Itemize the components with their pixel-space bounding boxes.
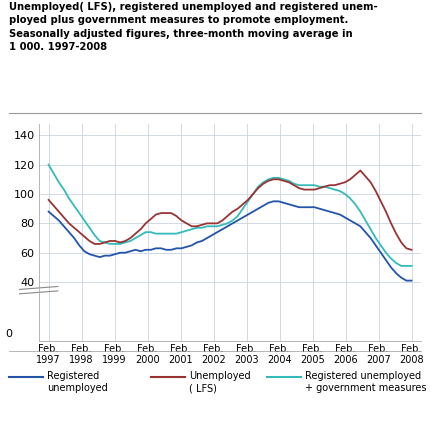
Text: Unemployed( LFS), registered unemployed and registered unem-
ployed plus governm: Unemployed( LFS), registered unemployed … xyxy=(9,2,377,52)
Text: Registered unemployed
+ government measures: Registered unemployed + government measu… xyxy=(305,371,427,393)
Text: Unemployed
( LFS): Unemployed ( LFS) xyxy=(189,371,251,393)
Text: Registered
unemployed: Registered unemployed xyxy=(47,371,108,393)
Text: 0: 0 xyxy=(5,329,12,340)
